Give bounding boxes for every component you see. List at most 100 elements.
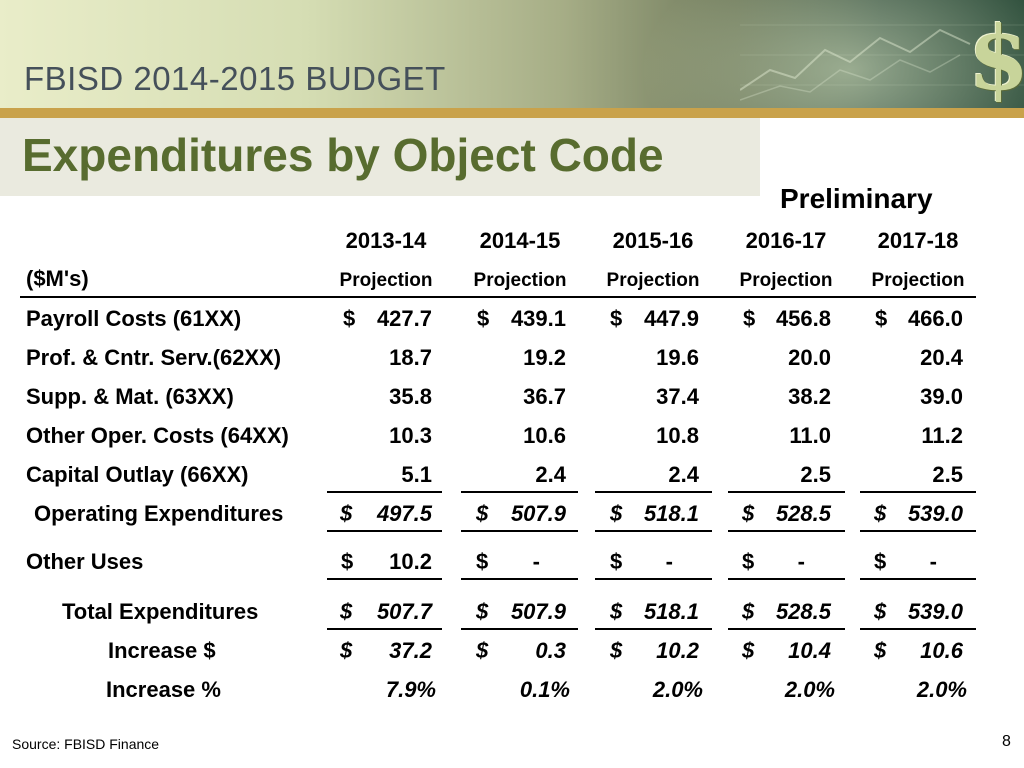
table-cell: 5.1 [401, 462, 432, 487]
table-cell: 439.1 [510, 306, 566, 331]
table-cell: 19.2 [523, 345, 566, 370]
projection-header: Projection [339, 270, 433, 291]
row-label-increase-pct: Increase % [106, 677, 221, 702]
dollar-sign: $ [340, 638, 353, 663]
table-cell: 528.5 [775, 501, 831, 526]
table-cell: 539.0 [907, 599, 963, 624]
dollar-sign: $ [610, 638, 623, 663]
banner-glow [640, 0, 1024, 108]
projection-header: Projection [871, 270, 965, 291]
subtotal-rule [327, 628, 442, 630]
subtotal-rule [595, 628, 712, 630]
units-label: ($M's) [26, 266, 89, 291]
dollar-sign: $ [875, 306, 888, 331]
dollar-sign: $ [610, 306, 623, 331]
table-cell: 36.7 [523, 384, 566, 409]
dollar-sign: $ [476, 638, 489, 663]
page-heading: Expenditures by Object Code [22, 129, 664, 181]
subtotal-rule [327, 491, 442, 493]
table-cell: 0.3 [535, 638, 566, 663]
year-header: 2015-16 [612, 228, 694, 253]
row-label-other-uses: Other Uses [26, 549, 144, 574]
subtotal-rule [595, 530, 712, 532]
table-cell: 2.5 [800, 462, 831, 487]
dollar-sign: $ [610, 549, 623, 574]
row-label-other-oper: Other Oper. Costs (64XX) [26, 423, 289, 448]
table-cell: 2.5 [932, 462, 963, 487]
subtotal-rule [461, 628, 578, 630]
dollar-sign: $ [874, 549, 887, 574]
projection-header: Projection [606, 270, 700, 291]
table-cell: 2.4 [668, 462, 699, 487]
table-cell: 507.9 [510, 599, 566, 624]
table-cell: 2.4 [535, 462, 566, 487]
row-label-operating: Operating Expenditures [34, 501, 284, 526]
table-cell: 19.6 [656, 345, 699, 370]
table-cell: 20.0 [788, 345, 831, 370]
dollar-sign: $ [340, 501, 353, 526]
dollar-sign: $ [874, 638, 887, 663]
dollar-sign: $ [610, 599, 623, 624]
gold-divider [0, 108, 1024, 118]
table-cell: 18.7 [389, 345, 432, 370]
dollar-sign: $ [476, 549, 489, 574]
table-cell: 518.1 [643, 599, 699, 624]
subtotal-rule [860, 628, 976, 630]
dollar-sign: $ [742, 549, 755, 574]
table-cell: 37.4 [656, 384, 699, 409]
dollar-sign: $ [477, 306, 490, 331]
heading-background [0, 118, 760, 196]
projection-header: Projection [739, 270, 833, 291]
row-label-supp-mat: Supp. & Mat. (63XX) [26, 384, 234, 409]
row-label-prof-cntr: Prof. & Cntr. Serv.(62XX) [26, 345, 282, 370]
subtotal-rule [595, 491, 712, 493]
table-cell: 2.0% [652, 677, 703, 702]
table-cell: - [929, 549, 937, 574]
table-cell: 10.6 [523, 423, 566, 448]
page-number: 8 [1002, 733, 1011, 750]
dollar-sign: $ [743, 306, 756, 331]
table-cell: 7.9% [385, 677, 436, 702]
year-header: 2013-14 [345, 228, 427, 253]
header-banner: $ [0, 0, 1024, 108]
table-cell: 2.0% [784, 677, 835, 702]
table-cell: - [532, 549, 540, 574]
table-cell: 427.7 [376, 306, 432, 331]
table-cell: 466.0 [907, 306, 963, 331]
table-cell: 539.0 [907, 501, 963, 526]
table-cell: 10.6 [920, 638, 963, 663]
dollar-sign: $ [742, 599, 755, 624]
dollar-sign: $ [874, 599, 887, 624]
table-cell: 518.1 [643, 501, 699, 526]
projection-header: Projection [473, 270, 567, 291]
subtotal-rule [860, 578, 976, 580]
table-cell: 507.7 [376, 599, 432, 624]
row-label-total: Total Expenditures [62, 599, 259, 624]
preliminary-label: Preliminary [780, 183, 933, 214]
table-cell: 10.4 [788, 638, 831, 663]
subtotal-rule [728, 530, 845, 532]
dollar-sign: $ [742, 501, 755, 526]
subtotal-rule [728, 491, 845, 493]
table-cell: - [665, 549, 673, 574]
budget-title: FBISD 2014-2015 BUDGET [24, 60, 446, 97]
table-cell: 0.1% [519, 677, 570, 702]
table-cell: 38.2 [788, 384, 831, 409]
subtotal-rule [728, 578, 845, 580]
row-label-capital-outlay: Capital Outlay (66XX) [26, 462, 249, 487]
row-label-increase-dollar: Increase $ [108, 638, 216, 663]
table-cell: 11.0 [789, 423, 831, 448]
table-cell: 2.0% [916, 677, 967, 702]
row-label-payroll: Payroll Costs (61XX) [26, 306, 242, 331]
table-cell: 35.8 [389, 384, 432, 409]
subtotal-rule [327, 530, 442, 532]
subtotal-rule [595, 578, 712, 580]
dollar-sign: $ [343, 306, 356, 331]
table-cell: 10.3 [389, 423, 432, 448]
table-cell: 497.5 [376, 501, 432, 526]
dollar-sign: $ [610, 501, 623, 526]
year-header: 2014-15 [479, 228, 561, 253]
table-cell: 39.0 [920, 384, 963, 409]
subtotal-rule [860, 491, 976, 493]
subtotal-rule [461, 530, 578, 532]
